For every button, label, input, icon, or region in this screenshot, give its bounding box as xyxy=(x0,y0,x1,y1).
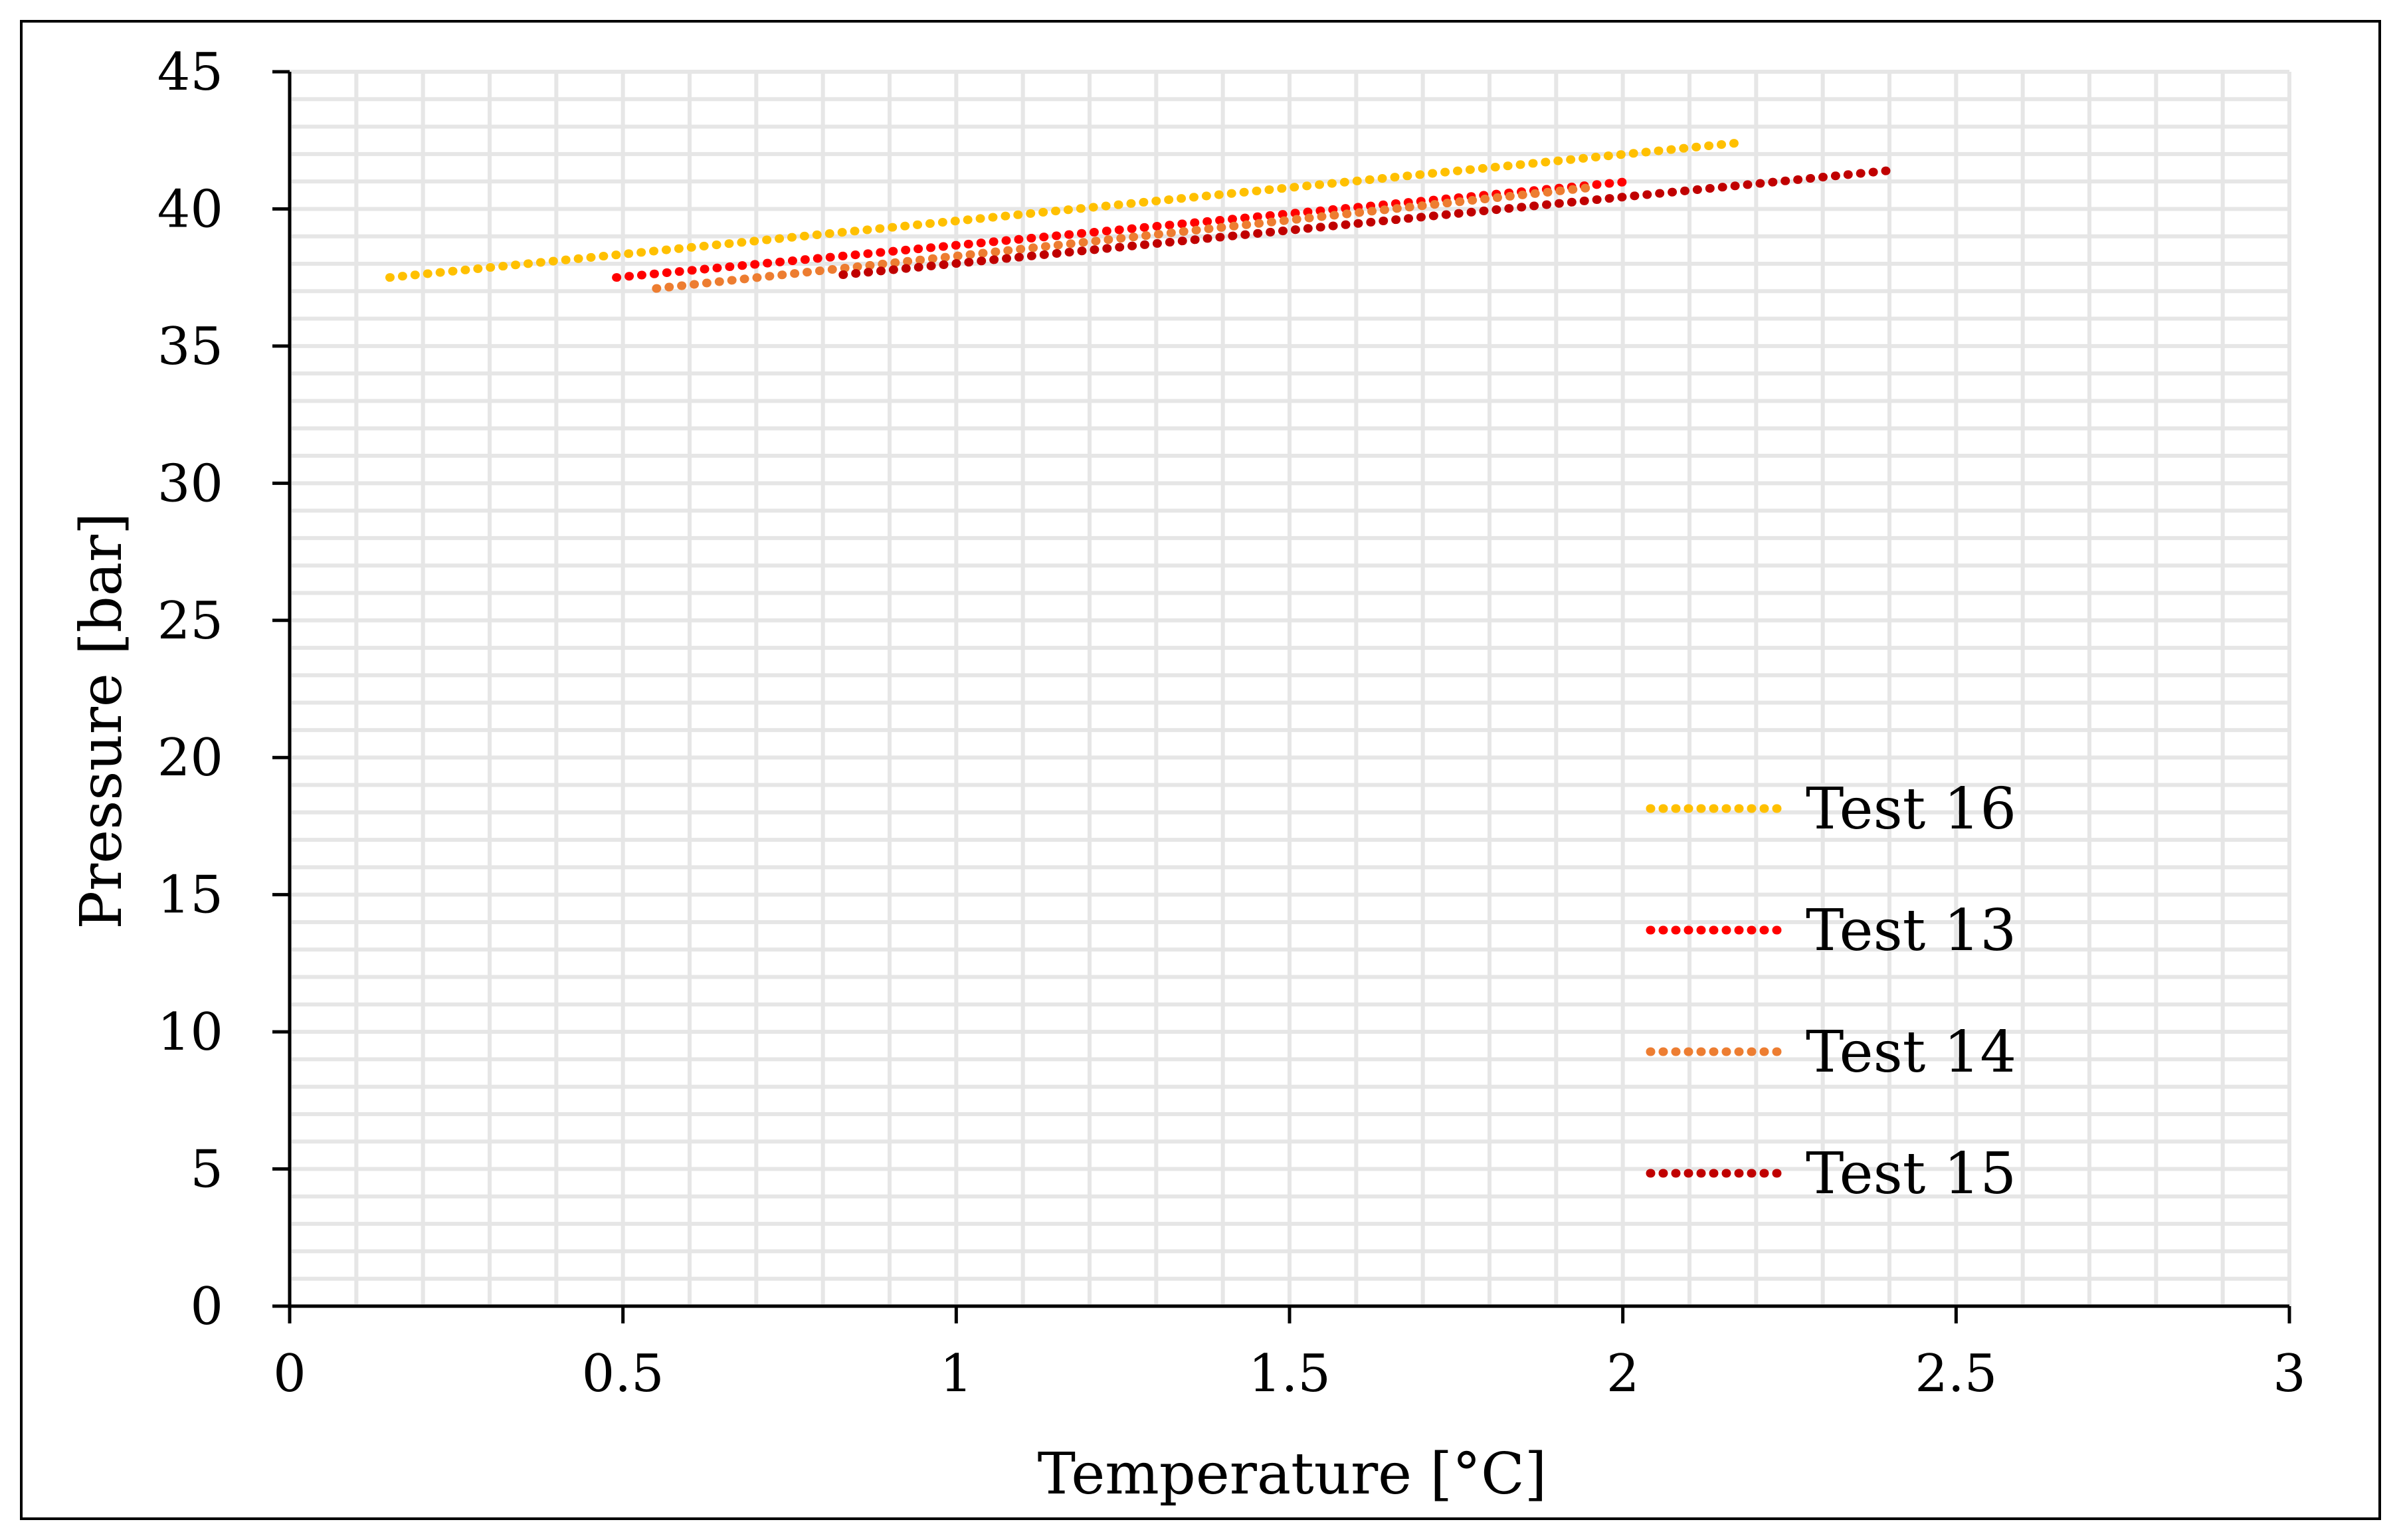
legend-label-test-13: Test 13 xyxy=(1806,898,2016,964)
x-tick-label: 3 xyxy=(2273,1344,2306,1404)
legend-label-test-16: Test 16 xyxy=(1806,776,2016,842)
y-tick-label: 45 xyxy=(157,43,223,102)
y-tick-label: 40 xyxy=(157,179,223,239)
legend-label-test-15: Test 15 xyxy=(1806,1141,2016,1207)
axes-layer xyxy=(272,70,2291,1323)
legend: Test 16 Test 13 Test 14 Test 15 xyxy=(1646,776,2016,1207)
y-tick-labels: 0 5 10 15 20 25 30 35 40 45 xyxy=(157,43,223,1337)
x-tick-label: 1.5 xyxy=(1248,1344,1331,1404)
y-tick-label: 15 xyxy=(157,866,223,925)
series-layer xyxy=(385,138,1894,293)
chart-frame xyxy=(20,20,2381,1520)
series-line-test-16 xyxy=(385,138,1741,282)
y-axis-title: Pressure [bar] xyxy=(68,512,135,929)
y-tick-label: 25 xyxy=(157,591,223,651)
x-tick-labels: 0 0.5 1 1.5 2 2.5 3 xyxy=(273,1344,2306,1404)
y-tick-label: 0 xyxy=(190,1277,223,1337)
x-tick-label: 0.5 xyxy=(582,1344,664,1404)
x-tick-label: 2.5 xyxy=(1915,1344,1997,1404)
y-tick-label: 20 xyxy=(157,728,223,788)
y-tick-label: 5 xyxy=(190,1140,223,1200)
y-tick-label: 35 xyxy=(157,317,223,377)
x-tick-label: 0 xyxy=(273,1344,306,1404)
legend-label-test-14: Test 14 xyxy=(1806,1019,2016,1086)
x-tick-label: 2 xyxy=(1606,1344,1640,1404)
y-tick-label: 30 xyxy=(157,454,223,514)
series-line-test-15 xyxy=(838,166,1894,280)
x-axis-title: Temperature [°C] xyxy=(1038,1441,1547,1507)
x-tick-label: 1 xyxy=(940,1344,973,1404)
y-tick-label: 10 xyxy=(157,1003,223,1062)
